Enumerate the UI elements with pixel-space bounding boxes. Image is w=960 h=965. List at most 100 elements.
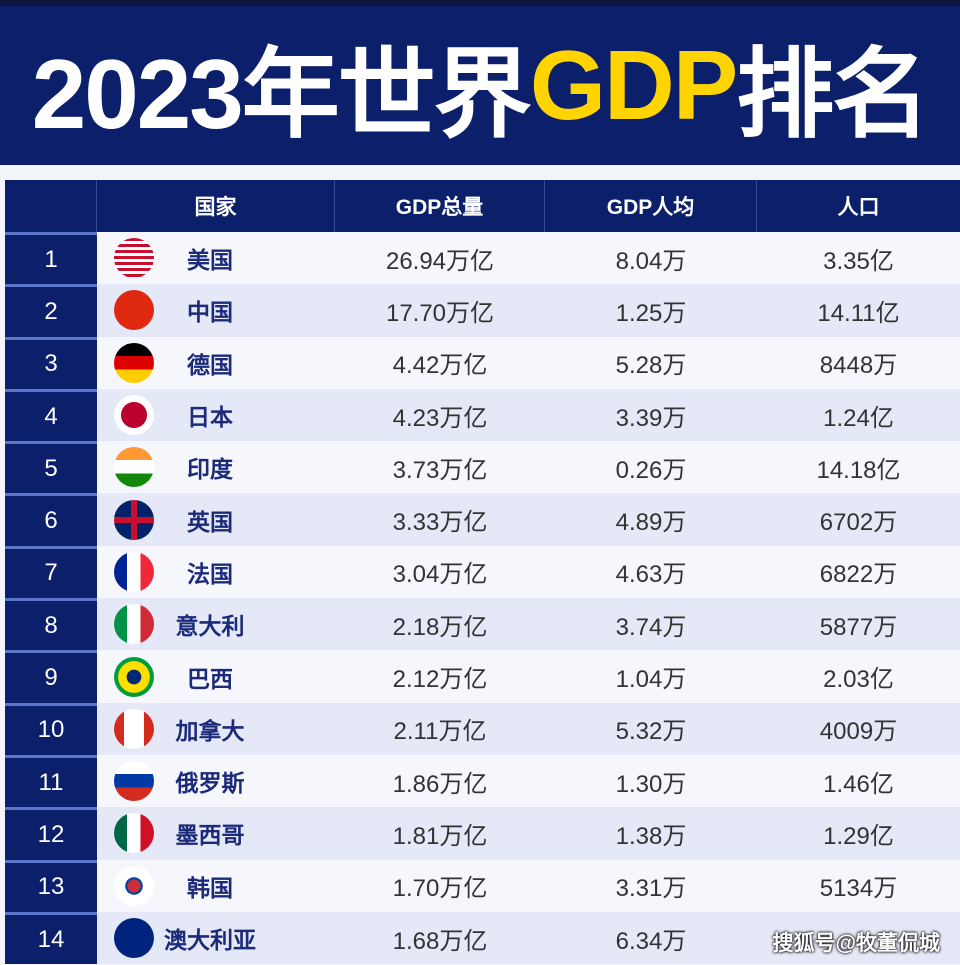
per-capita-cell: 3.74万 [615,613,687,641]
gdp-cell: 26.94万亿 [385,247,495,275]
header-per-capita: GDP人均 [545,180,757,232]
table-row: 6 英国 3.33万亿 4.89万 6702万 [5,493,960,546]
table-row: 14 澳大利亚 1.68万亿 6.34万 [5,911,960,965]
table-row: 2 中国 17.70万亿 1.25万 14.11亿 [5,284,960,337]
country-cell: 意大利 [97,598,335,650]
table-row: 10 加拿大 2.11万亿 5.32万 4009万 [5,702,960,755]
mexico-flag-icon [114,813,154,854]
country-cell: 德国 [97,337,335,389]
table-row: 5 印度 3.73万亿 0.26万 14.18亿 [5,441,960,494]
per-capita-cell: 6.34万 [615,927,687,955]
country-name: 日本 [187,404,233,431]
country-name: 韩国 [187,874,233,901]
brazil-flag-icon [114,656,154,697]
population-cell: 3.35亿 [823,247,894,275]
country-cell: 印度 [97,441,335,493]
gdp-cell: 4.42万亿 [392,352,488,380]
gdp-cell: 1.81万亿 [392,822,488,850]
country-name: 俄罗斯 [175,770,245,797]
gdp-cell: 2.11万亿 [393,718,487,746]
table-row: 1 美国 26.94万亿 8.04万 3.35亿 [5,232,960,285]
country-cell: 俄罗斯 [97,755,335,807]
table-header: 国家 GDP总量 GDP人均 人口 [5,180,960,232]
header-country: 国家 [97,180,335,232]
gdp-ranking-table: 国家 GDP总量 GDP人均 人口 1 美国 26.94万亿 8.04万 3.3… [5,180,960,965]
header-population: 人口 [837,196,880,219]
country-name: 印度 [187,456,233,483]
per-capita-cell: 5.32万 [615,718,687,746]
population-cell: 5877万 [819,613,898,641]
per-capita-cell: 3.31万 [615,875,687,903]
rank-cell: 8 [5,598,97,651]
population-cell: 5134万 [819,875,898,903]
rank-cell: 2 [5,284,97,337]
country-cell: 澳大利亚 [97,912,335,964]
table-row: 8 意大利 2.18万亿 3.74万 5877万 [5,598,960,651]
country-cell: 墨西哥 [97,807,335,859]
population-cell: 8448万 [819,352,898,380]
country-name: 澳大利亚 [164,927,256,953]
country-cell: 加拿大 [97,703,335,755]
header-gdp: GDP总量 [335,180,545,232]
title-highlight: GDP [529,30,738,140]
country-cell: 英国 [97,493,335,545]
country-cell: 巴西 [97,650,335,702]
country-name: 墨西哥 [175,822,245,849]
rank-cell: 5 [5,441,97,494]
country-name: 法国 [187,560,233,587]
country-name: 英国 [187,508,233,535]
rank-cell: 11 [5,754,97,808]
country-name: 美国 [187,247,233,274]
rank-cell: 1 [5,232,97,285]
watermark: 搜狐号@牧董侃城 [772,932,940,955]
table-row: 11 俄罗斯 1.86万亿 1.30万 1.46亿 [5,754,960,808]
per-capita-cell: 0.26万 [615,456,687,484]
country-name: 加拿大 [175,717,245,744]
russia-flag-icon [114,761,154,802]
australia-flag-icon [114,918,154,958]
population-cell: 14.11亿 [817,299,900,327]
gdp-cell: 1.68万亿 [392,927,488,955]
germany-flag-icon [114,342,154,383]
population-cell: 2.03亿 [823,666,894,694]
usa-flag-icon [114,238,154,279]
per-capita-cell: 8.04万 [615,247,687,275]
title-prefix: 2023年世界 [31,38,532,149]
rank-cell: 9 [5,650,97,703]
population-cell: 4009万 [819,718,898,746]
rank-cell: 12 [5,807,97,860]
per-capita-cell: 1.30万 [615,770,687,798]
per-capita-cell: 1.38万 [615,822,687,850]
gdp-cell: 2.12万亿 [392,666,488,694]
india-flag-icon [114,447,154,488]
canada-flag-icon [114,708,154,749]
header-rank [5,180,97,232]
uk-flag-icon [114,499,154,540]
gdp-cell: 3.73万亿 [392,456,488,484]
rank-cell: 6 [5,493,97,546]
population-cell: 6822万 [819,561,898,589]
rank-cell: 13 [5,859,97,912]
gdp-cell: 1.70万亿 [392,875,488,903]
country-cell: 韩国 [97,860,335,912]
population-cell: 14.18亿 [816,456,901,484]
per-capita-cell: 4.89万 [615,509,687,537]
country-name: 德国 [187,351,233,378]
rank-cell: 10 [5,702,97,755]
china-flag-icon [114,290,154,331]
gdp-cell: 4.23万亿 [392,404,488,432]
table-row: 12 墨西哥 1.81万亿 1.38万 1.29亿 [5,807,960,860]
per-capita-cell: 1.04万 [615,666,687,694]
gdp-cell: 17.70万亿 [385,299,495,327]
per-capita-cell: 5.28万 [615,352,687,380]
title-suffix: 排名 [736,38,930,149]
rank-cell: 14 [5,911,97,965]
france-flag-icon [114,551,154,592]
country-name: 意大利 [175,613,245,640]
table-row: 7 法国 3.04万亿 4.63万 6822万 [5,545,960,599]
table-row: 9 巴西 2.12万亿 1.04万 2.03亿 [5,650,960,703]
rank-cell: 3 [5,336,97,389]
per-capita-cell: 1.25万 [615,299,687,327]
table-row: 3 德国 4.42万亿 5.28万 8448万 [5,336,960,389]
korea-flag-icon [114,865,154,906]
